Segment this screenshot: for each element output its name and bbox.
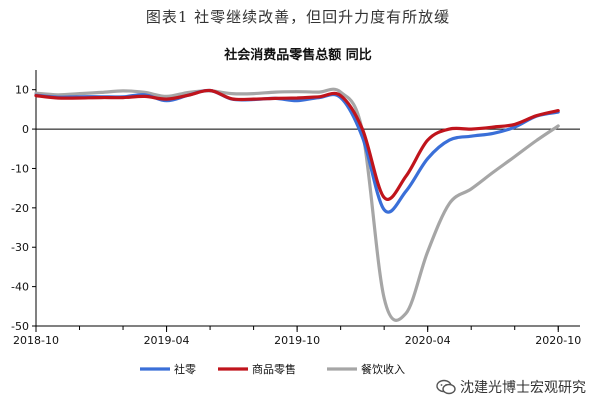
series-layer [34, 87, 560, 322]
y-tick-label: -10 [11, 162, 29, 175]
series-line-2 [34, 88, 560, 201]
legend-label-3: 餐饮收入 [361, 362, 405, 376]
y-tick-label: -50 [11, 320, 29, 333]
watermark: 沈建光博士宏观研究 [436, 377, 586, 397]
legend-label-1: 社零 [174, 362, 196, 376]
x-tick-label: 2020-10 [535, 334, 581, 347]
x-tick-label: 2019-04 [144, 334, 190, 347]
y-tick-label: 10 [15, 84, 29, 97]
legend: 社零 商品零售 餐饮收入 [140, 362, 405, 376]
figure-caption: 图表1 社零继续改善，但回升力度有所放缓 [145, 8, 451, 26]
series-line-1 [34, 88, 560, 214]
y-tick-label: -30 [11, 241, 29, 254]
wechat-icon [436, 379, 456, 395]
axes: -50 -40 -30 -20 -10 0 10 2018-10 2019-04 2019-10 2… [11, 70, 581, 347]
y-tick-label: 0 [22, 123, 29, 136]
x-tick-label: 2018-10 [13, 334, 59, 347]
y-tick-label: -40 [11, 281, 29, 294]
chart-title: 社会消费品零售总额 同比 [224, 48, 372, 63]
y-tick-label: -20 [11, 202, 29, 215]
series-line-3 [34, 87, 560, 322]
x-tick-label: 2019-10 [274, 334, 320, 347]
x-tick-label: 2020-04 [405, 334, 451, 347]
legend-label-2: 商品零售 [252, 362, 296, 376]
watermark-text: 沈建光博士宏观研究 [460, 380, 586, 396]
